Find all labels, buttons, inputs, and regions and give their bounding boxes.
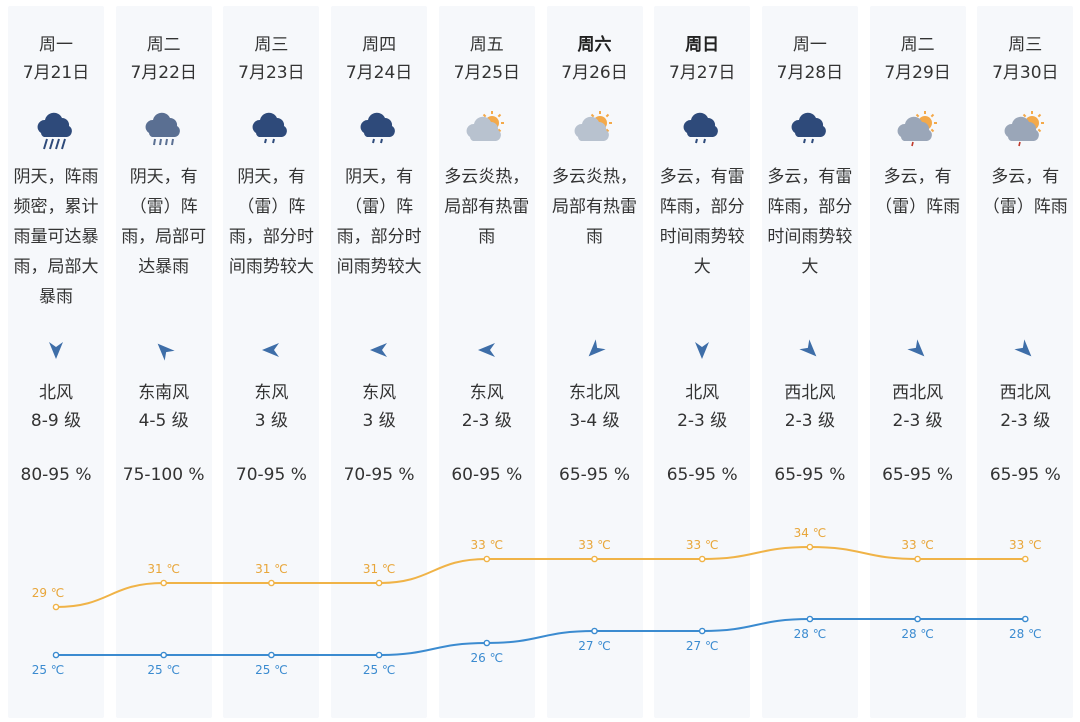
weekday-label: 周三 xyxy=(1008,35,1043,55)
weekday-label: 周日 xyxy=(685,35,720,55)
date-label: 7月25日 xyxy=(453,63,521,83)
partly-cloudy-hot-icon xyxy=(439,110,535,154)
day-column: 周五 7月25日 多云炎热，局部有热雷雨 东风 2-3 级 60-95 % xyxy=(438,6,535,718)
wind-direction-label: 北风 xyxy=(39,383,73,403)
date-label: 7月29日 xyxy=(884,63,951,83)
wind-direction-arrow-icon xyxy=(223,332,319,368)
thunder-shower-icon xyxy=(654,110,750,154)
humidity-label: 65-95 % xyxy=(666,465,738,485)
day-column: 周一 7月21日 阴天，阵雨频密，累计雨量可达暴雨，局部大暴雨 北风 8-9 级… xyxy=(8,6,104,718)
humidity-label: 65-95 % xyxy=(989,465,1061,485)
weather-description: 阴天，有（雷）阵雨，部分时间雨势较大 xyxy=(336,167,422,277)
wind-level-label: 8-9 级 xyxy=(30,411,82,431)
wind-level-label: 2-3 级 xyxy=(784,411,835,431)
weekday-label: 周六 xyxy=(577,35,612,55)
day-column: 周三 7月30日 多云，有（雷）阵雨 西北风 2-3 级 65-95 % xyxy=(977,6,1074,718)
weekday-label: 周五 xyxy=(469,35,504,55)
date-label: 7月26日 xyxy=(561,63,628,83)
date-label: 7月27日 xyxy=(668,63,736,83)
humidity-label: 65-95 % xyxy=(882,465,954,485)
wind-level-label: 3-4 级 xyxy=(569,411,620,431)
wind-direction-arrow-icon xyxy=(8,332,104,368)
date-label: 7月28日 xyxy=(776,63,844,83)
wind-direction-label: 东风 xyxy=(254,383,289,403)
day-column: 周二 7月22日 阴天，有（雷）阵雨，局部可达暴雨 东南风 4-5 级 75-1… xyxy=(115,6,212,718)
weather-description: 多云，有雷阵雨，部分时间雨势较大 xyxy=(659,167,745,277)
weather-description: 阴天，有（雷）阵雨，局部可达暴雨 xyxy=(121,167,207,277)
weather-description: 多云，有（雷）阵雨 xyxy=(982,167,1068,217)
date-label: 7月23日 xyxy=(238,63,305,83)
partly-cloudy-hot-icon xyxy=(547,110,643,154)
day-column: 周日 7月27日 多云，有雷阵雨，部分时间雨势较大 北风 2-3 级 65-95… xyxy=(654,6,751,718)
wind-direction-label: 东南风 xyxy=(138,383,190,403)
weather-description: 多云，有（雷）阵雨 xyxy=(875,167,961,217)
wind-level-label: 4-5 级 xyxy=(138,411,189,431)
wind-direction-arrow-icon xyxy=(547,332,643,368)
date-label: 7月30日 xyxy=(992,63,1059,83)
heavy-rain-icon xyxy=(8,110,104,154)
wind-direction-label: 西北风 xyxy=(999,383,1051,403)
humidity-label: 65-95 % xyxy=(559,465,630,485)
wind-direction-label: 西北风 xyxy=(892,383,944,403)
wind-direction-label: 北风 xyxy=(685,383,720,403)
weekday-label: 周一 xyxy=(792,35,827,55)
wind-level-label: 2-3 级 xyxy=(892,411,943,431)
day-column: 周六 7月26日 多云炎热，局部有热雷雨 东北风 3-4 级 65-95 % xyxy=(546,6,643,718)
humidity-label: 70-95 % xyxy=(343,465,415,485)
wind-level-label: 3 级 xyxy=(254,411,288,431)
weather-description: 阴天，有（雷）阵雨，部分时间雨势较大 xyxy=(228,167,314,277)
wind-level-label: 2-3 级 xyxy=(1000,411,1051,431)
date-label: 7月21日 xyxy=(22,63,90,83)
weather-description: 多云炎热，局部有热雷雨 xyxy=(444,167,530,247)
weekday-label: 周一 xyxy=(39,35,73,55)
weekday-label: 周三 xyxy=(254,35,289,55)
wind-direction-arrow-icon xyxy=(762,332,858,368)
wind-direction-arrow-icon xyxy=(977,332,1073,368)
humidity-label: 65-95 % xyxy=(774,465,846,485)
wind-direction-arrow-icon xyxy=(654,332,750,368)
thunder-shower-icon xyxy=(223,110,319,154)
weekday-label: 周二 xyxy=(146,35,181,55)
day-column: 周三 7月23日 阴天，有（雷）阵雨，部分时间雨势较大 东风 3 级 70-95… xyxy=(223,6,320,718)
date-label: 7月22日 xyxy=(130,63,197,83)
weather-description: 阴天，阵雨频密，累计雨量可达暴雨，局部大暴雨 xyxy=(13,167,99,307)
wind-direction-label: 东风 xyxy=(469,383,504,403)
day-column: 周二 7月29日 多云，有（雷）阵雨 西北风 2-3 级 65-95 % xyxy=(869,6,966,718)
wind-direction-arrow-icon xyxy=(439,332,535,368)
humidity-label: 80-95 % xyxy=(20,465,92,485)
wind-direction-label: 东风 xyxy=(362,383,397,403)
sun-cloud-rain-icon xyxy=(977,110,1073,154)
rain-icon xyxy=(116,110,212,154)
weekday-label: 周二 xyxy=(900,35,935,55)
humidity-label: 75-100 % xyxy=(122,465,205,485)
sun-cloud-rain-icon xyxy=(870,110,966,154)
wind-direction-label: 东北风 xyxy=(569,383,620,403)
wind-level-label: 2-3 级 xyxy=(677,411,728,431)
thunder-shower-icon xyxy=(331,110,427,154)
wind-level-label: 2-3 级 xyxy=(461,411,512,431)
wind-direction-arrow-icon xyxy=(116,332,212,368)
weather-description: 多云炎热，局部有热雷雨 xyxy=(552,167,637,247)
wind-direction-arrow-icon xyxy=(870,332,966,368)
wind-level-label: 3 级 xyxy=(362,411,396,431)
day-column: 周四 7月24日 阴天，有（雷）阵雨，部分时间雨势较大 东风 3 级 70-95… xyxy=(331,6,428,718)
thunder-shower-icon xyxy=(762,110,858,154)
day-column: 周一 7月28日 多云，有雷阵雨，部分时间雨势较大 西北风 2-3 级 65-9… xyxy=(761,6,858,718)
wind-direction-label: 西北风 xyxy=(784,383,836,403)
humidity-label: 70-95 % xyxy=(235,465,307,485)
weekday-label: 周四 xyxy=(362,35,397,55)
humidity-label: 60-95 % xyxy=(451,465,523,485)
weather-description: 多云，有雷阵雨，部分时间雨势较大 xyxy=(767,167,853,277)
date-label: 7月24日 xyxy=(345,63,413,83)
wind-direction-arrow-icon xyxy=(331,332,427,368)
